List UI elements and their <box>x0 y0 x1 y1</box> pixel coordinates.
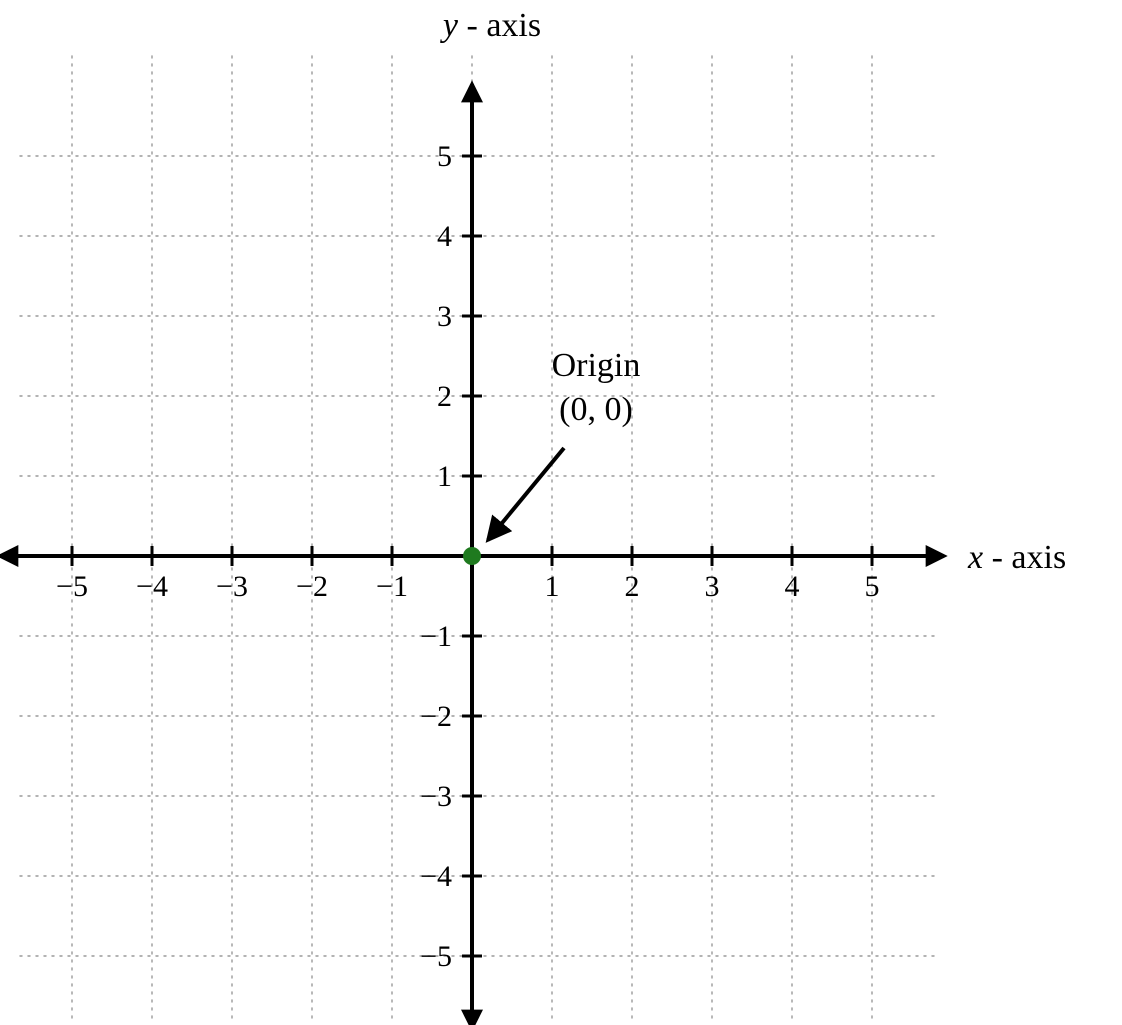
origin-label-line2: (0, 0) <box>559 391 633 428</box>
x-tick-label: −5 <box>56 570 88 603</box>
y-axis-title: y - axis <box>440 7 541 44</box>
y-tick-label: −5 <box>420 940 452 973</box>
y-tick-label: 1 <box>437 460 452 493</box>
x-tick-label: −4 <box>136 570 168 603</box>
x-tick-label: 2 <box>625 570 640 603</box>
x-tick-label: −2 <box>296 570 328 603</box>
x-tick-label: −3 <box>216 570 248 603</box>
y-tick-label: 5 <box>437 140 452 173</box>
coordinate-plane-svg: −5 −4 −3 −2 −1 1 2 3 4 5 −5 −4 −3 −2 −1 1 2 3 4 5 y - axis x … <box>0 0 1122 1025</box>
y-tick-label: 3 <box>437 300 452 333</box>
origin-point <box>463 547 481 565</box>
y-tick-label: −3 <box>420 780 452 813</box>
x-tick-label: 5 <box>865 570 880 603</box>
origin-pointer-arrow <box>488 448 564 540</box>
y-tick-label: 2 <box>437 380 452 413</box>
y-tick-label: −2 <box>420 700 452 733</box>
x-axis-title: x - axis <box>967 539 1066 576</box>
x-tick-label: 1 <box>545 570 560 603</box>
x-tick-label: −1 <box>376 570 408 603</box>
x-tick-label: 4 <box>785 570 800 603</box>
y-tick-label: −1 <box>420 620 452 653</box>
y-tick-label: 4 <box>437 220 452 253</box>
coordinate-plane-diagram: −5 −4 −3 −2 −1 1 2 3 4 5 −5 −4 −3 −2 −1 1 2 3 4 5 y - axis x … <box>0 0 1122 1025</box>
y-tick-label: −4 <box>420 860 452 893</box>
x-tick-label: 3 <box>705 570 720 603</box>
origin-label-line1: Origin <box>552 347 641 384</box>
